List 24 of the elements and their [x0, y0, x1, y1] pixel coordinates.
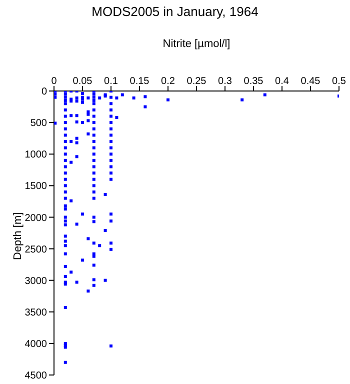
x-axis-title: Nitrite [µmol/l]	[162, 38, 232, 50]
x-tick-label: 0.25	[186, 76, 207, 87]
y-tick-label: 2500	[24, 244, 48, 256]
x-tick-label: 0.45	[300, 76, 321, 87]
x-tick-label: 0.3	[218, 76, 232, 87]
x-tick-label: 0.15	[130, 76, 150, 87]
x-tick-label: 0	[51, 76, 58, 87]
y-tick-label: 2000	[24, 212, 48, 224]
y-axis-title: Depth [m]	[11, 212, 25, 260]
y-tick-label: 1500	[24, 181, 48, 192]
y-tick-label: 1000	[24, 150, 48, 161]
x-tick-label: 0.2	[161, 76, 176, 87]
y-tick-label: 500	[30, 118, 48, 130]
x-tick-label: 0.5	[332, 76, 346, 87]
x-tick-label: 0.1	[104, 76, 118, 87]
y-tick-label: 0	[41, 86, 48, 98]
y-tick-label: 4500	[24, 370, 48, 382]
chart-title: MODS2005 in January, 1964	[90, 4, 260, 19]
x-tick-label: 0.35	[244, 76, 264, 87]
x-tick-label: 0.05	[72, 76, 93, 87]
y-tick-label: 3000	[24, 276, 48, 287]
y-tick-label: 4000	[24, 338, 48, 350]
x-tick-label: 0.4	[275, 76, 290, 87]
y-tick-label: 3500	[24, 307, 48, 318]
